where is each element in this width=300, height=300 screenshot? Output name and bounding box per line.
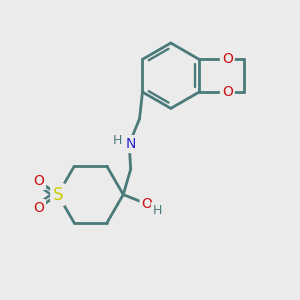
Text: O: O (33, 201, 44, 215)
Text: N: N (125, 137, 136, 151)
Text: O: O (142, 196, 152, 211)
Text: S: S (52, 186, 63, 204)
Text: H: H (153, 203, 162, 217)
Text: O: O (222, 85, 233, 99)
Text: O: O (222, 52, 233, 66)
Text: H: H (113, 134, 123, 147)
Text: O: O (33, 174, 44, 188)
